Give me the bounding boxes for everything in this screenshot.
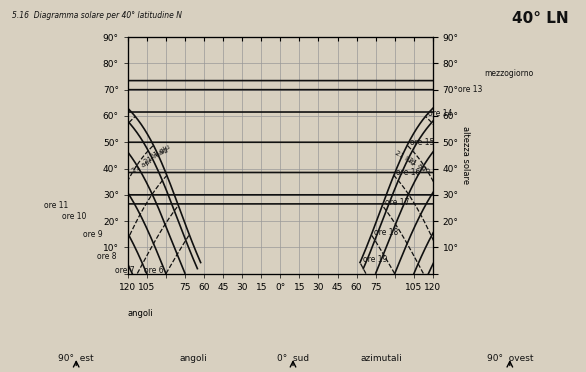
Text: 90°  ovest: 90° ovest	[486, 354, 533, 363]
Text: ore 9: ore 9	[83, 230, 103, 239]
Text: ore 7: ore 7	[115, 266, 135, 275]
Text: ore 10: ore 10	[62, 212, 86, 221]
Text: 21 nov: 21 nov	[0, 371, 1, 372]
Text: ore 15: ore 15	[410, 138, 434, 147]
Text: 21 lug: 21 lug	[394, 150, 415, 166]
Text: 21 mar: 21 mar	[0, 371, 1, 372]
Text: ore 8: ore 8	[97, 252, 117, 261]
Text: azimutali: azimutali	[360, 354, 402, 363]
Text: ore 18: ore 18	[374, 228, 398, 237]
Text: ore 6: ore 6	[144, 266, 163, 275]
Text: 21 giu: 21 giu	[149, 144, 172, 160]
Text: 5.16  Diagramma solare per 40° latitudine N: 5.16 Diagramma solare per 40° latitudine…	[12, 11, 182, 20]
Text: 21 dic: 21 dic	[0, 371, 1, 372]
Text: 90°  est: 90° est	[59, 354, 94, 363]
Y-axis label: altezza solare: altezza solare	[461, 126, 471, 185]
Text: mezzogiorno: mezzogiorno	[485, 69, 534, 78]
Text: 21 apr: 21 apr	[131, 158, 154, 174]
Text: 21 ott: 21 ott	[0, 371, 1, 372]
Text: ore 16: ore 16	[396, 168, 421, 177]
Text: ore 19: ore 19	[363, 256, 387, 264]
Text: 21 mag: 21 mag	[142, 147, 169, 165]
Text: 0°  sud: 0° sud	[277, 354, 309, 363]
Text: angoli: angoli	[128, 309, 154, 318]
Text: 21 ago: 21 ago	[407, 157, 430, 174]
Text: ore 13: ore 13	[458, 85, 483, 94]
Text: 21 gen: 21 gen	[0, 371, 1, 372]
Text: angoli: angoli	[179, 354, 207, 363]
Text: 21 set: 21 set	[0, 371, 1, 372]
Text: 21 feb: 21 feb	[0, 371, 1, 372]
Text: ore 17: ore 17	[385, 198, 409, 207]
Text: 40° LN: 40° LN	[512, 11, 568, 26]
Text: ore 14: ore 14	[428, 109, 452, 118]
Text: ore 11: ore 11	[44, 201, 69, 210]
